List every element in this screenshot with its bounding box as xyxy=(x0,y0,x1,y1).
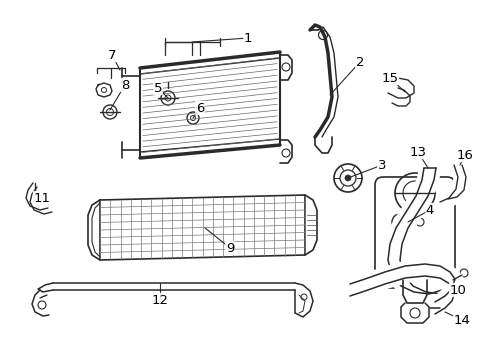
Text: 12: 12 xyxy=(151,293,169,306)
Circle shape xyxy=(345,175,351,181)
Text: 11: 11 xyxy=(33,192,50,204)
Text: 13: 13 xyxy=(410,145,426,158)
Text: 8: 8 xyxy=(121,78,129,91)
Text: 4: 4 xyxy=(426,203,434,216)
Text: 16: 16 xyxy=(457,149,473,162)
Text: 10: 10 xyxy=(449,284,466,297)
Text: 9: 9 xyxy=(226,242,234,255)
Text: 6: 6 xyxy=(196,102,204,114)
Text: 2: 2 xyxy=(356,55,364,68)
Text: 5: 5 xyxy=(154,81,162,95)
Text: 1: 1 xyxy=(244,32,252,45)
Text: 14: 14 xyxy=(454,314,470,327)
Text: 15: 15 xyxy=(382,72,398,85)
Text: 7: 7 xyxy=(108,49,116,62)
Text: 3: 3 xyxy=(378,158,386,171)
